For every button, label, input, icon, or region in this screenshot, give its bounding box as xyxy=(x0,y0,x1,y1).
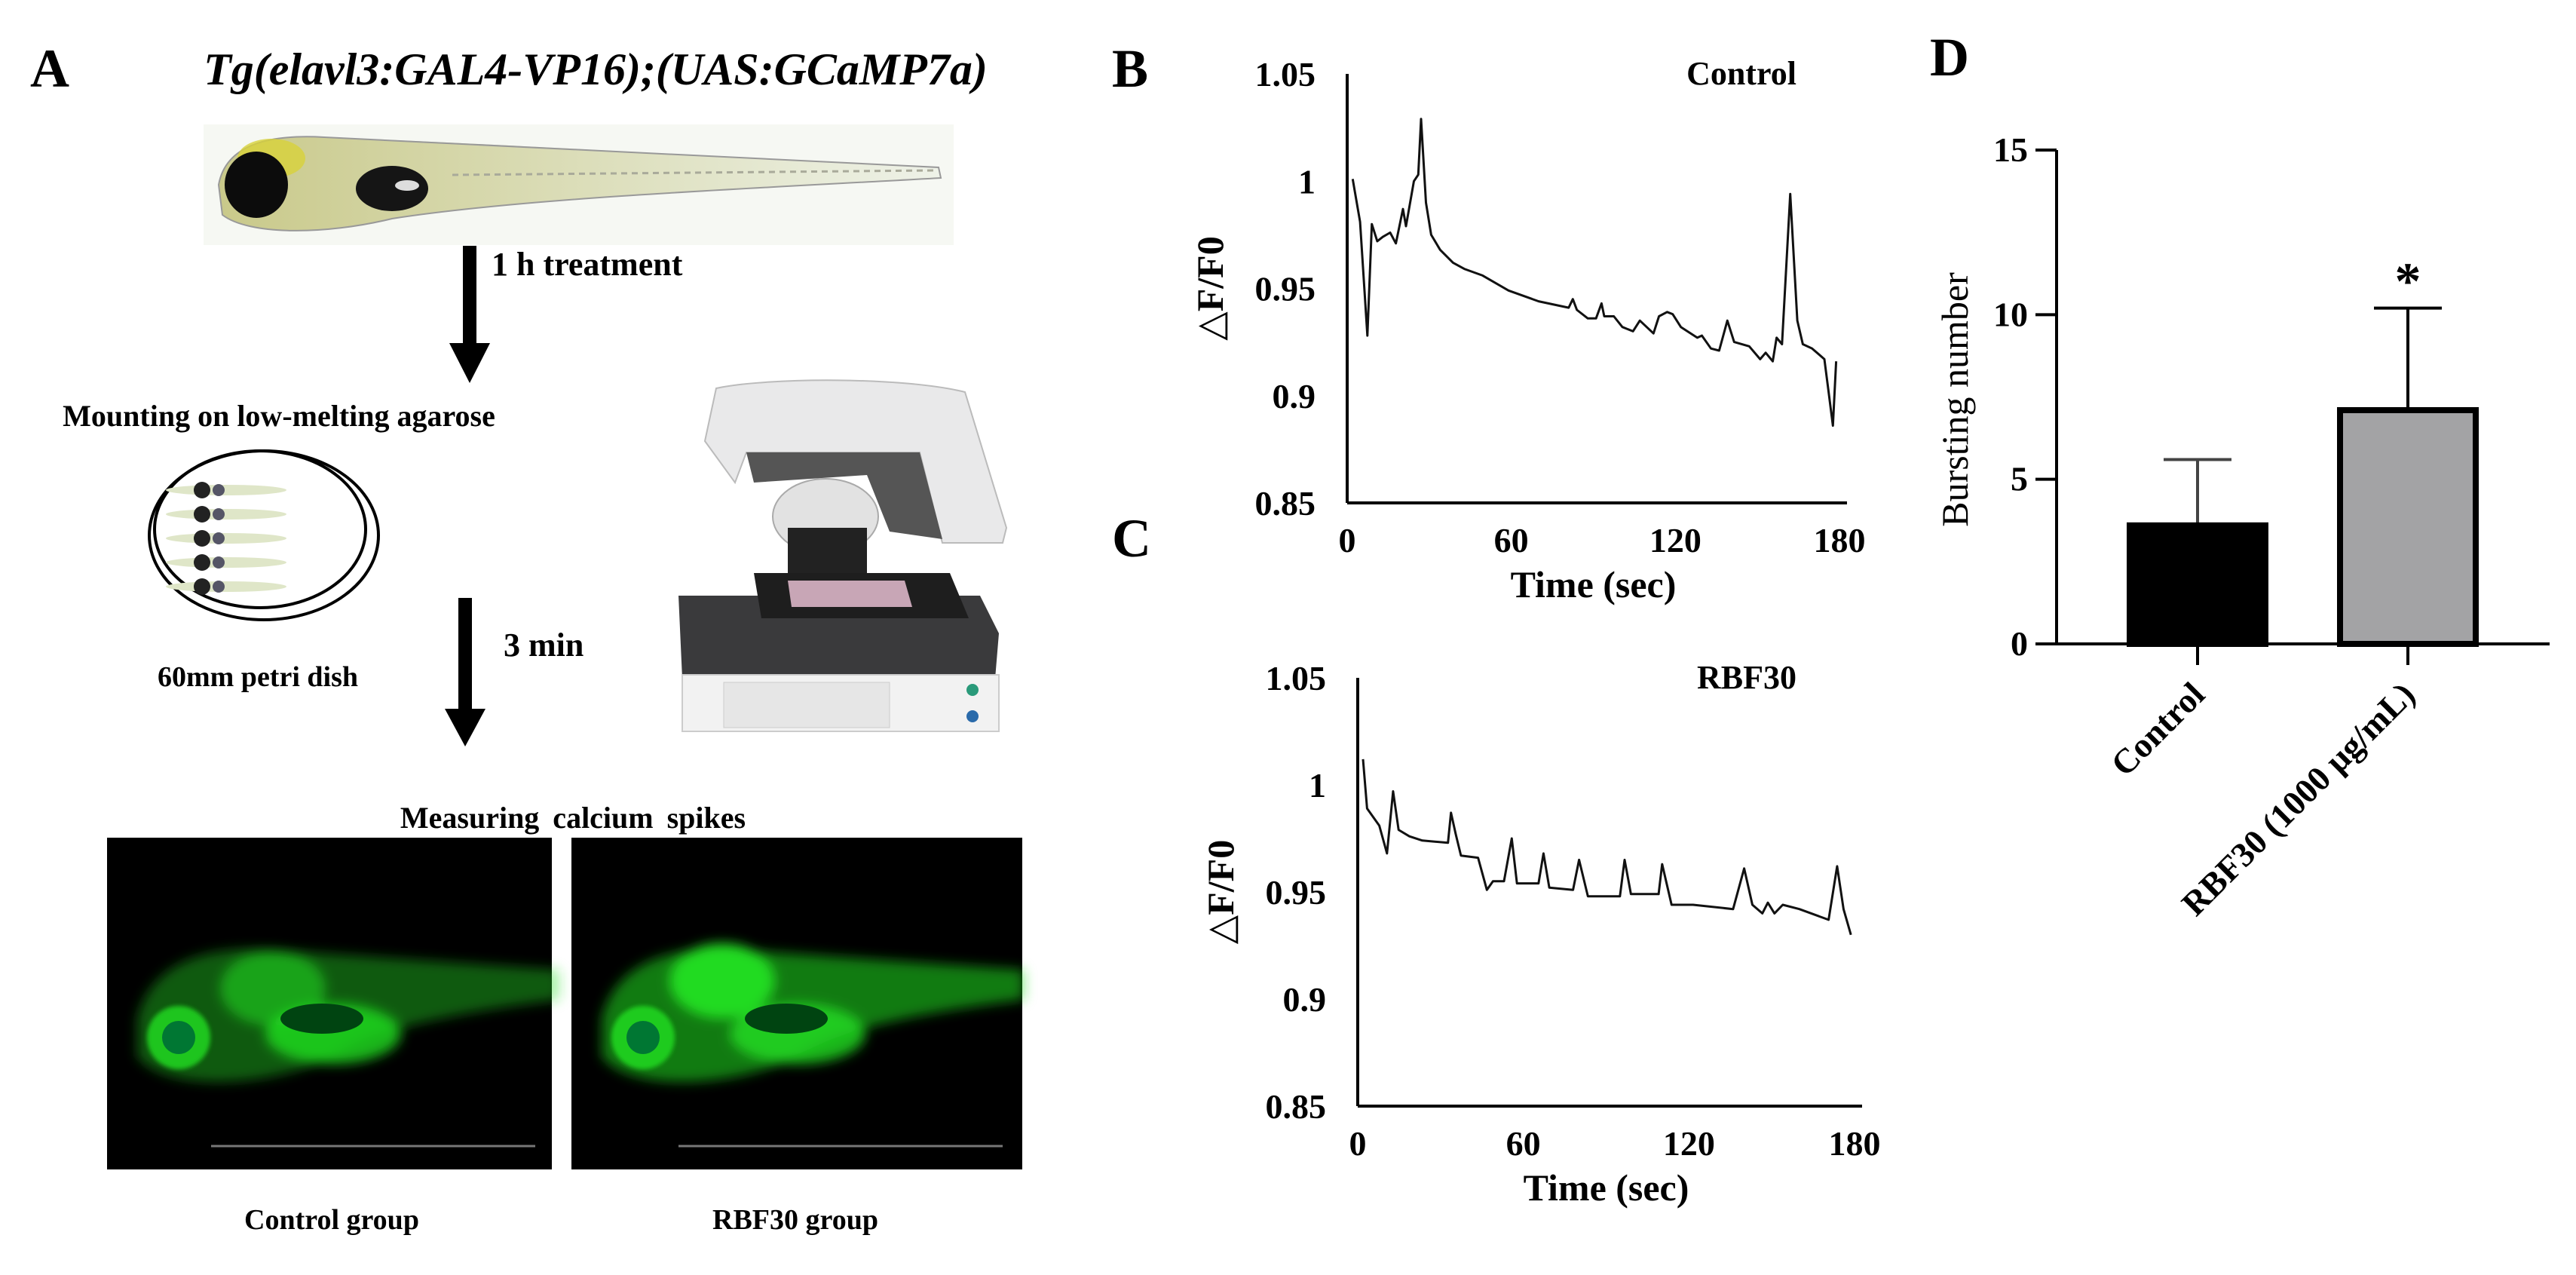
y-tick-label: 0.95 xyxy=(1266,873,1327,912)
x-tick-label: 0 xyxy=(1339,521,1356,559)
control-fluorescence-image xyxy=(107,838,559,1169)
y-tick-label: 0.9 xyxy=(1283,980,1327,1019)
panel-label: C xyxy=(1112,508,1151,569)
dish-larva-head xyxy=(213,532,225,544)
dish-larva xyxy=(166,581,286,592)
dish-larva-eye xyxy=(194,482,210,498)
dish-larva-eye xyxy=(194,506,210,523)
y-tick-label: 0.85 xyxy=(1266,1087,1327,1126)
y-axis-label: △F/F0 xyxy=(1189,236,1231,340)
y-tick-label: 0.95 xyxy=(1255,270,1316,308)
x-tick-label: 60 xyxy=(1506,1124,1541,1163)
panel-c-rbf30-trace-chart: C 1.05 1 0.95 0.9 0.85 0 60 120 180 Time (sec) △F/F… xyxy=(1112,508,1881,1209)
y-tick-label: 1 xyxy=(1309,766,1326,805)
rbf30-group-label: RBF30 group xyxy=(712,1204,878,1236)
rbf30-fluorescence-image xyxy=(571,838,1024,1169)
significance-marker: * xyxy=(2395,253,2421,311)
treatment-step-label: 1 h treatment xyxy=(492,246,683,283)
x-category-label: RBF30 (1000 μg/mL) xyxy=(2174,675,2422,923)
x-axis-label: Time (sec) xyxy=(1511,563,1677,605)
y-tick-label: 0 xyxy=(2011,624,2028,663)
panel-label: B xyxy=(1112,38,1148,99)
x-tick-label: 60 xyxy=(1494,521,1529,559)
dish-larva xyxy=(166,533,286,544)
measuring-label: Measuring calcium spikes xyxy=(400,801,746,835)
dish-larva xyxy=(166,485,286,495)
dish-larva xyxy=(166,557,286,568)
eye-center xyxy=(162,1021,195,1054)
y-tick-label: 1 xyxy=(1298,162,1316,201)
eye-center xyxy=(626,1021,660,1054)
y-tick-label: 10 xyxy=(1993,295,2028,333)
panel-b-control-trace-chart: B 1.05 1 0.95 0.9 0.85 0 60 120 180 Time (sec) △F/F… xyxy=(1112,38,1866,605)
bar-rbf30 xyxy=(2337,406,2479,647)
trace-annotation: Control xyxy=(1686,55,1796,92)
swim-bladder xyxy=(745,1004,828,1034)
x-axis-label: Time (sec) xyxy=(1524,1166,1689,1209)
trace-annotation: RBF30 xyxy=(1697,659,1796,696)
panel-a: A Tg(elavl3:GAL4-VP16);(UAS:GCaMP7a) 1 h… xyxy=(30,38,1024,1236)
imaging-device-illustration xyxy=(678,379,1008,732)
y-axis-label: △F/F0 xyxy=(1199,840,1242,944)
arrow-down-icon xyxy=(445,598,485,746)
dish-larva-head xyxy=(213,508,225,520)
dish-larva-eye xyxy=(194,578,210,595)
transgenic-line-title: Tg(elavl3:GAL4-VP16);(UAS:GCaMP7a) xyxy=(204,44,988,94)
dish-larva-eye xyxy=(194,554,210,571)
bar-control xyxy=(2127,522,2268,647)
y-tick-label: 1.05 xyxy=(1266,659,1327,697)
zebrafish-larva-photo xyxy=(204,124,954,245)
x-category-label: Control xyxy=(2103,675,2212,783)
dish-larva-head xyxy=(213,556,225,569)
petri-dish-label: 60mm petri dish xyxy=(158,661,358,693)
mounting-label: Mounting on low-melting agarose xyxy=(63,399,495,433)
x-tick-label: 120 xyxy=(1649,521,1702,559)
x-tick-label: 180 xyxy=(1814,521,1866,559)
x-tick-label: 180 xyxy=(1829,1124,1881,1163)
brain-glow xyxy=(669,943,775,1019)
dish-larva-eye xyxy=(194,530,210,547)
y-tick-label: 0.9 xyxy=(1273,377,1316,415)
y-tick-label: 0.85 xyxy=(1255,484,1316,523)
control-group-label: Control group xyxy=(244,1204,419,1236)
y-tick-label: 1.05 xyxy=(1255,55,1316,93)
x-tick-label: 0 xyxy=(1349,1124,1367,1163)
calcium-trace-line xyxy=(1362,759,1852,936)
calcium-trace-line xyxy=(1351,118,1838,428)
y-tick-label: 15 xyxy=(1993,130,2028,169)
dish-larva-head xyxy=(213,581,225,593)
x-tick-label: 120 xyxy=(1663,1124,1715,1163)
dish-larva xyxy=(166,509,286,520)
arrow-down-icon xyxy=(449,246,490,383)
y-tick-label: 5 xyxy=(2011,460,2028,498)
duration-step-label: 3 min xyxy=(504,627,584,664)
panel-label: D xyxy=(1930,27,1969,87)
y-axis-label: Bursting number xyxy=(1934,272,1976,527)
dish-larva-head xyxy=(213,484,225,496)
petri-dish-illustration xyxy=(148,449,380,621)
swim-bladder xyxy=(280,1004,363,1034)
panel-label-a: A xyxy=(30,38,69,99)
